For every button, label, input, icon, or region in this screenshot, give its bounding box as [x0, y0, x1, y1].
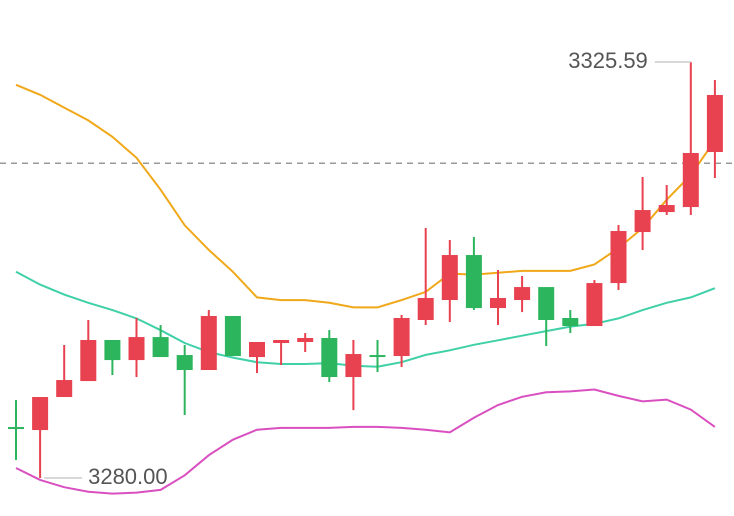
- candle-body: [345, 354, 362, 378]
- candle-body: [56, 380, 73, 398]
- candle-body: [369, 355, 386, 358]
- candle-body: [514, 287, 531, 301]
- candle-body: [249, 341, 265, 358]
- candle-body: [80, 339, 97, 382]
- ma-line: [15, 270, 716, 368]
- candle-body: [104, 339, 121, 361]
- candle-body: [297, 337, 314, 342]
- candle-body: [706, 94, 723, 153]
- ma-line: [15, 388, 716, 495]
- candle-body: [562, 317, 579, 327]
- candle-body: [538, 287, 555, 321]
- annotation-label: 3280.00: [88, 464, 168, 489]
- candle-body: [128, 337, 145, 361]
- candle-body: [634, 210, 651, 233]
- candle-body: [441, 255, 458, 301]
- candle-body: [465, 255, 482, 309]
- annotation-label: 3325.59: [568, 48, 648, 73]
- candle-body: [224, 315, 241, 357]
- candle-body: [417, 298, 434, 321]
- candle-body: [200, 315, 217, 371]
- candle-body: [682, 153, 699, 208]
- candle-body: [321, 337, 338, 378]
- candle-body: [152, 337, 169, 358]
- ma-line: [15, 83, 716, 309]
- candle-body: [393, 317, 410, 357]
- candle-body: [273, 339, 290, 343]
- candle-body: [32, 397, 49, 431]
- candle-body: [490, 298, 506, 309]
- candle-body: [610, 231, 627, 284]
- candle-body: [658, 205, 675, 213]
- candle-body: [586, 283, 603, 327]
- candle-body: [8, 427, 24, 430]
- candle-body: [176, 355, 193, 371]
